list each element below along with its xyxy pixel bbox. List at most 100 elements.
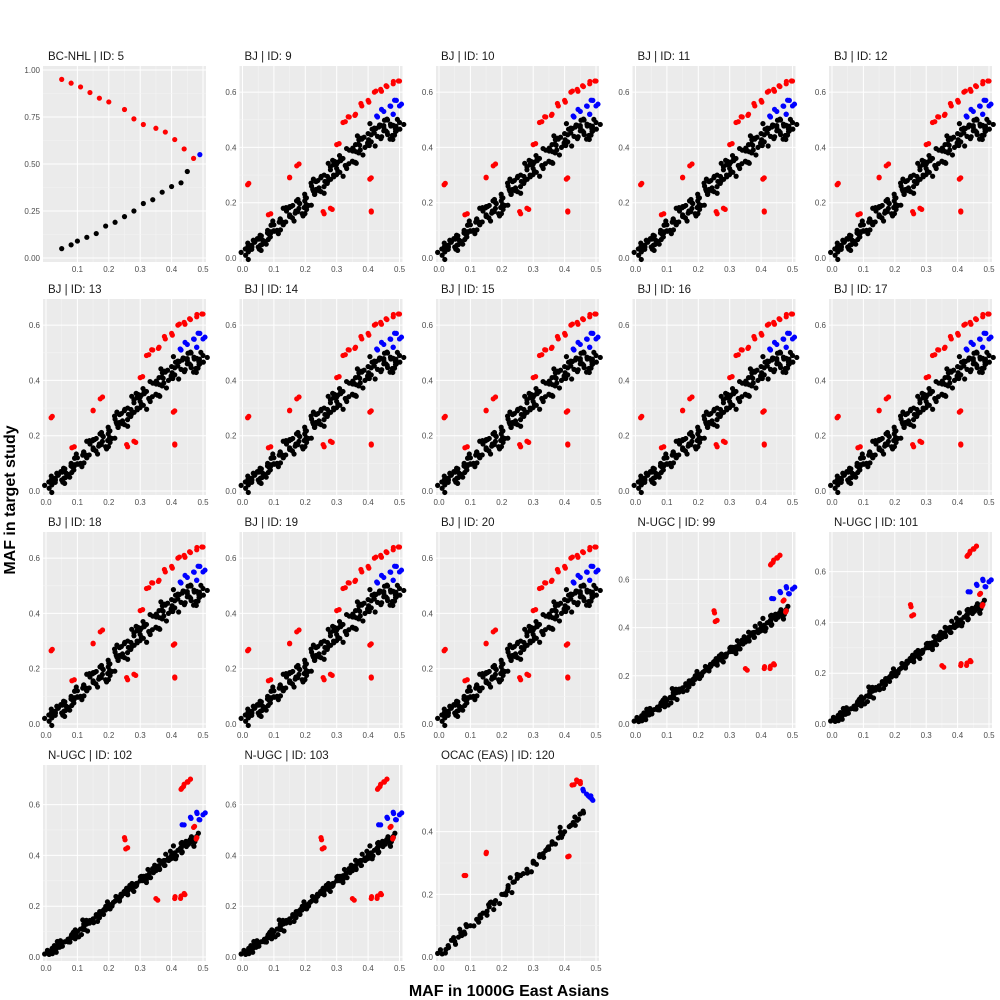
data-point xyxy=(238,715,244,721)
data-point xyxy=(587,78,593,85)
data-point xyxy=(910,208,916,215)
data-point xyxy=(510,879,516,885)
panel-title: BJ | ID: 19 xyxy=(245,517,298,529)
data-point xyxy=(401,121,407,128)
data-point xyxy=(187,776,194,782)
x-tick-label: 0.2 xyxy=(693,731,705,740)
data-point xyxy=(268,688,274,694)
data-point xyxy=(562,99,568,105)
data-point xyxy=(175,363,181,369)
data-point xyxy=(551,133,557,139)
data-point xyxy=(534,156,540,162)
data-point xyxy=(953,615,959,621)
data-point xyxy=(71,688,78,694)
x-tick-label: 0.2 xyxy=(496,731,508,740)
data-point xyxy=(336,374,342,380)
data-point xyxy=(990,354,996,361)
data-point xyxy=(597,121,603,128)
data-point xyxy=(518,411,524,418)
data-point xyxy=(584,103,590,109)
data-point xyxy=(60,465,67,471)
y-tick-label: 0.2 xyxy=(422,665,434,674)
data-point xyxy=(360,152,366,158)
data-point xyxy=(848,247,854,254)
data-point xyxy=(883,163,889,169)
data-point xyxy=(193,369,199,376)
data-point xyxy=(695,424,701,430)
data-point xyxy=(350,378,356,384)
data-point xyxy=(202,810,208,816)
data-point xyxy=(718,393,724,399)
data-point xyxy=(474,682,480,688)
data-point xyxy=(161,380,167,386)
data-point xyxy=(569,358,576,365)
data-point xyxy=(728,401,734,407)
data-point xyxy=(388,123,394,129)
data-point xyxy=(587,577,593,583)
data-point xyxy=(746,393,752,399)
data-point xyxy=(48,415,54,421)
data-point xyxy=(947,333,954,340)
data-point xyxy=(172,136,178,143)
data-point xyxy=(977,103,983,109)
data-point xyxy=(155,345,161,352)
data-point xyxy=(322,178,328,185)
data-point xyxy=(328,409,334,415)
data-point xyxy=(730,644,736,651)
data-point xyxy=(464,455,471,461)
data-point xyxy=(464,467,470,473)
data-point xyxy=(357,147,363,153)
x-tick-label: 0.5 xyxy=(197,498,209,507)
data-point xyxy=(877,447,883,453)
data-point xyxy=(303,434,309,441)
x-tick-label: 0.2 xyxy=(300,265,312,274)
panel-title: BJ | ID: 11 xyxy=(638,51,691,63)
data-point xyxy=(257,465,263,471)
data-point xyxy=(390,544,397,551)
data-point xyxy=(106,99,112,105)
data-point xyxy=(760,615,766,621)
data-point xyxy=(277,460,284,466)
data-point xyxy=(54,470,60,476)
data-point xyxy=(857,467,863,473)
data-point xyxy=(933,145,939,152)
data-point xyxy=(195,563,201,569)
data-point xyxy=(371,130,377,136)
data-point xyxy=(569,376,575,382)
data-point xyxy=(982,123,989,129)
data-point xyxy=(562,565,568,571)
data-point xyxy=(485,669,491,676)
data-point xyxy=(391,97,398,103)
x-tick-label: 0.1 xyxy=(268,964,280,973)
data-point xyxy=(834,182,840,188)
x-tick-label: 0.1 xyxy=(858,731,870,740)
data-point xyxy=(771,369,777,375)
data-point xyxy=(172,894,178,900)
data-point xyxy=(705,190,711,196)
data-point xyxy=(689,205,695,212)
data-point xyxy=(570,819,576,826)
y-tick-label: 0.4 xyxy=(422,376,434,385)
data-point xyxy=(366,370,372,376)
data-point xyxy=(496,446,503,452)
data-point xyxy=(67,474,73,480)
data-point xyxy=(962,143,968,149)
data-point xyxy=(378,106,385,113)
data-point xyxy=(194,544,200,551)
data-point xyxy=(462,212,468,218)
data-point xyxy=(746,149,752,155)
data-point xyxy=(586,369,592,376)
data-point xyxy=(552,607,558,613)
x-tick-label: 0.0 xyxy=(630,265,642,274)
data-point xyxy=(372,376,378,382)
x-tick-label: 0.3 xyxy=(331,964,343,973)
data-point xyxy=(296,438,302,445)
data-point xyxy=(856,697,862,703)
y-tick-label: 0.6 xyxy=(815,88,827,97)
y-tick-label: 0.4 xyxy=(225,376,237,385)
data-point xyxy=(49,489,55,496)
data-point xyxy=(745,345,751,352)
data-point xyxy=(546,145,552,151)
data-point xyxy=(941,112,947,119)
y-tick-label: 0.6 xyxy=(225,88,237,97)
